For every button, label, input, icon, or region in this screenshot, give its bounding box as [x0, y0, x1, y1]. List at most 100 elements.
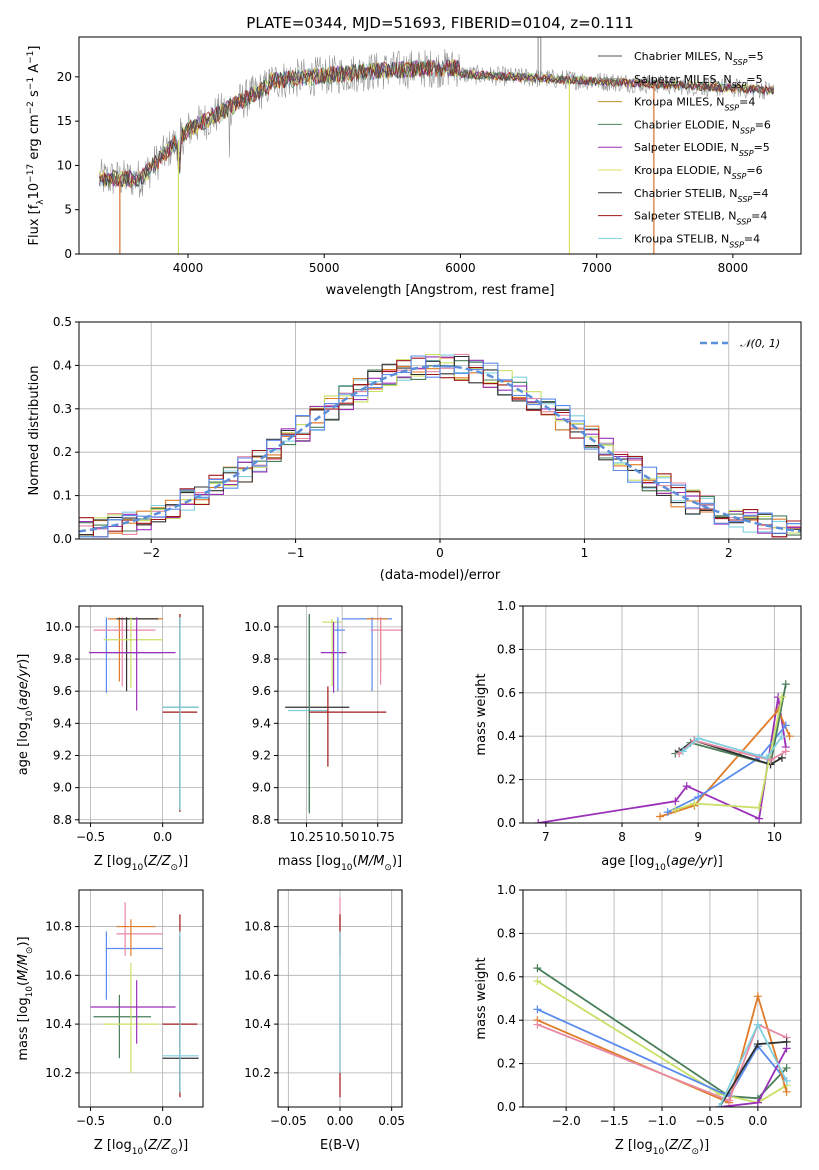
x-tick-label: 7000 — [581, 261, 612, 275]
mass-weight-point — [782, 1087, 791, 1096]
mass-weight-point — [715, 1103, 724, 1107]
y-tick-label: 10.4 — [45, 1017, 72, 1031]
legend-entry: Chabrier STELIB, NSSP=4 — [634, 187, 768, 204]
y-tick-label: 10.2 — [45, 1066, 72, 1080]
y-tick-label: 10.6 — [45, 968, 72, 982]
y-tick-label: 9.0 — [53, 781, 72, 795]
legend-normal: 𝒩(0, 1) — [740, 337, 780, 350]
y-tick-label: 0.6 — [497, 970, 516, 984]
y-tick-label: 0.5 — [53, 315, 72, 329]
age-vs-Z-frame — [78, 605, 204, 824]
x-tick-label: 5000 — [309, 261, 340, 275]
mass-weight-series — [536, 980, 788, 1104]
y-tick-label: 9.0 — [252, 781, 271, 795]
legend-entry: Chabrier MILES, NSSP=5 — [634, 50, 764, 67]
mass-weight-vs-age-frame — [522, 605, 802, 824]
y-tick-label: 0.6 — [497, 686, 516, 700]
y-tick-label: 10.6 — [244, 968, 271, 982]
mass-vs-EBV-panel: −0.05 0.00 0.05 10.2 10.4 10.6 10.8 E(B-V) — [244, 889, 405, 1153]
x-tick-label: 10 — [767, 830, 782, 844]
mass-weight-series — [536, 967, 788, 1100]
mass-weight-point — [534, 819, 543, 823]
x-tick-label: 0.0 — [153, 1114, 172, 1128]
spectrum-plot-area — [99, 37, 775, 254]
mass-vs-Z-frame — [78, 889, 204, 1108]
x-tick-label: 6000 — [445, 261, 476, 275]
y-tick-label: 9.8 — [53, 652, 72, 666]
age-vs-Z-ylabel: age [log10(age/yr)] — [16, 654, 35, 776]
age-vs-Z-plot-area — [89, 614, 199, 812]
mass-weight-point — [782, 1037, 791, 1046]
y-tick-label: 0.4 — [497, 1013, 516, 1027]
residuals-panel: −2 −1 0 1 2 0.0 0.1 0.2 0.3 0.4 0.5 𝒩(0, 1) (data-mo… — [27, 315, 802, 583]
age-vs-mass-plot-area — [285, 614, 402, 814]
mass-weight-point — [753, 1020, 762, 1029]
mass-weight-vs-age-panel: 7 8 9 10 0.0 0.2 0.4 0.6 0.8 1.0 age [log10(age/yr… — [474, 599, 802, 873]
x-tick-label: 1 — [581, 546, 589, 560]
y-tick-label: 0.1 — [53, 489, 72, 503]
mass-weight-point — [671, 797, 680, 806]
age-vs-mass-frame — [277, 605, 403, 824]
x-tick-label: −1.5 — [599, 1114, 628, 1128]
x-tick-label: 10.25 — [289, 830, 323, 844]
mass-weight-vs-Z-xlabel: Z [log10(Z/Z⊙)] — [615, 1138, 709, 1157]
mass-weight-vs-Z-panel: −2.0 −1.5 −1.0 −0.5 0.0 0.0 0.2 0.4 0.6 0.8 1.0 Z [… — [474, 883, 802, 1157]
y-tick-label: 9.2 — [252, 748, 271, 762]
x-tick-label: 0.00 — [327, 1114, 354, 1128]
mass-weight-vs-Z-ylabel: mass weight — [474, 957, 489, 1039]
y-tick-label: 8.8 — [252, 813, 271, 827]
x-tick-label: 10.75 — [361, 830, 395, 844]
x-tick-label: 8000 — [718, 261, 749, 275]
y-tick-label: 10.4 — [244, 1017, 271, 1031]
x-tick-label: −1.0 — [647, 1114, 676, 1128]
normal-curve — [79, 364, 801, 533]
x-tick-label: 0.0 — [153, 830, 172, 844]
y-tick-label: 10.8 — [45, 920, 72, 934]
mass-weight-point — [782, 1063, 791, 1072]
y-tick-label: 0.2 — [497, 773, 516, 787]
residuals-xlabel: (data-model)/error — [380, 568, 501, 583]
x-tick-label: −0.5 — [695, 1114, 724, 1128]
x-tick-label: −0.5 — [76, 1114, 105, 1128]
x-tick-label: 0.0 — [748, 1114, 767, 1128]
spectrum-ylabel: Flux [fλ10−17 erg cm−2 s−1 A−1] — [26, 46, 46, 246]
y-tick-label: 0.2 — [53, 445, 72, 459]
x-tick-label: 4000 — [173, 261, 204, 275]
mass-vs-Z-panel: −0.5 0.0 10.2 10.4 10.6 10.8 Z [log10(Z/Z⊙)] ma… — [16, 889, 204, 1157]
mass-weight-point — [725, 1096, 734, 1105]
legend-entry: Salpeter STELIB, NSSP=4 — [634, 210, 767, 227]
spectrum-xlabel: wavelength [Angstrom, rest frame] — [326, 283, 555, 298]
y-tick-label: 0 — [64, 247, 72, 261]
age-vs-Z-xlabel: Z [log10(Z/Z⊙)] — [94, 854, 188, 873]
y-tick-label: 10.0 — [244, 620, 271, 634]
y-tick-label: 10.2 — [244, 1066, 271, 1080]
mass-weight-series — [682, 735, 783, 759]
legend-entry: Kroupa MILES, NSSP=4 — [634, 96, 755, 113]
x-tick-label: 7 — [542, 830, 550, 844]
histogram-series — [79, 356, 801, 538]
mass-weight-point — [781, 680, 790, 689]
x-tick-label: −2.0 — [552, 1114, 581, 1128]
y-tick-label: 9.4 — [53, 716, 72, 730]
mass-weight-point — [533, 977, 542, 986]
mass-weight-series — [659, 708, 791, 818]
spectrum-panel: 4000 5000 6000 7000 8000 0 5 10 15 20 Chabrier MIL… — [26, 36, 802, 298]
x-tick-label: −0.5 — [76, 830, 105, 844]
y-tick-label: 0.0 — [497, 1100, 516, 1114]
legend-entry: Chabrier ELODIE, NSSP=6 — [634, 118, 771, 135]
y-tick-label: 9.4 — [252, 716, 271, 730]
figure-title: PLATE=0344, MJD=51693, FIBERID=0104, z=0… — [246, 14, 633, 32]
y-tick-label: 15 — [57, 114, 72, 128]
y-tick-label: 0.0 — [497, 816, 516, 830]
mass-weight-vs-Z-plot-area — [533, 964, 791, 1107]
y-tick-label: 1.0 — [497, 883, 516, 897]
mass-weight-point — [533, 964, 542, 973]
y-tick-label: 0.4 — [53, 358, 72, 372]
mass-weight-point — [753, 1040, 762, 1049]
y-tick-label: 0.8 — [497, 642, 516, 656]
mass-weight-point — [753, 1098, 762, 1107]
mass-weight-point — [753, 992, 762, 1001]
mass-weight-point — [755, 803, 764, 812]
age-vs-Z-panel: −0.5 0.0 8.8 9.0 9.2 9.4 9.6 9.8 10.0 Z [log10(Z/… — [16, 605, 204, 873]
